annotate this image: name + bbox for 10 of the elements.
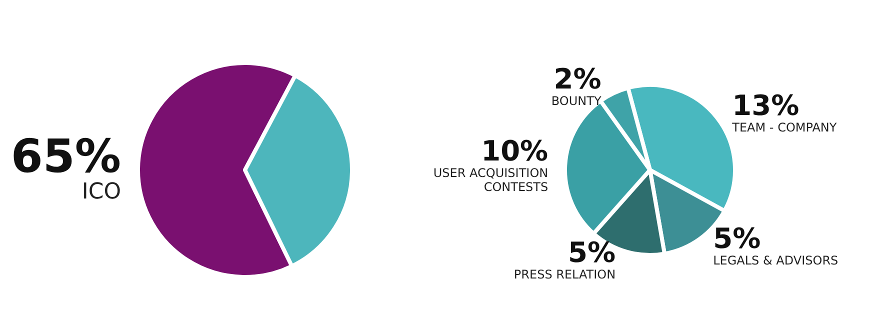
slice-label: USER ACQUISITION CONTESTS: [433, 166, 548, 194]
data-label: 13%: [732, 89, 800, 122]
data-label: 5%: [568, 236, 616, 269]
data-label: 10%: [481, 134, 548, 168]
data-label: 5%: [713, 222, 761, 256]
slice-label: PRESS RELATION: [514, 267, 616, 282]
data-label: 2%: [554, 62, 602, 96]
slice-label: TEAM - COMPANY: [731, 120, 838, 135]
slice-label: LEGALS & ADVISORS: [713, 254, 838, 268]
slice-label: BOUNTY: [551, 94, 602, 108]
